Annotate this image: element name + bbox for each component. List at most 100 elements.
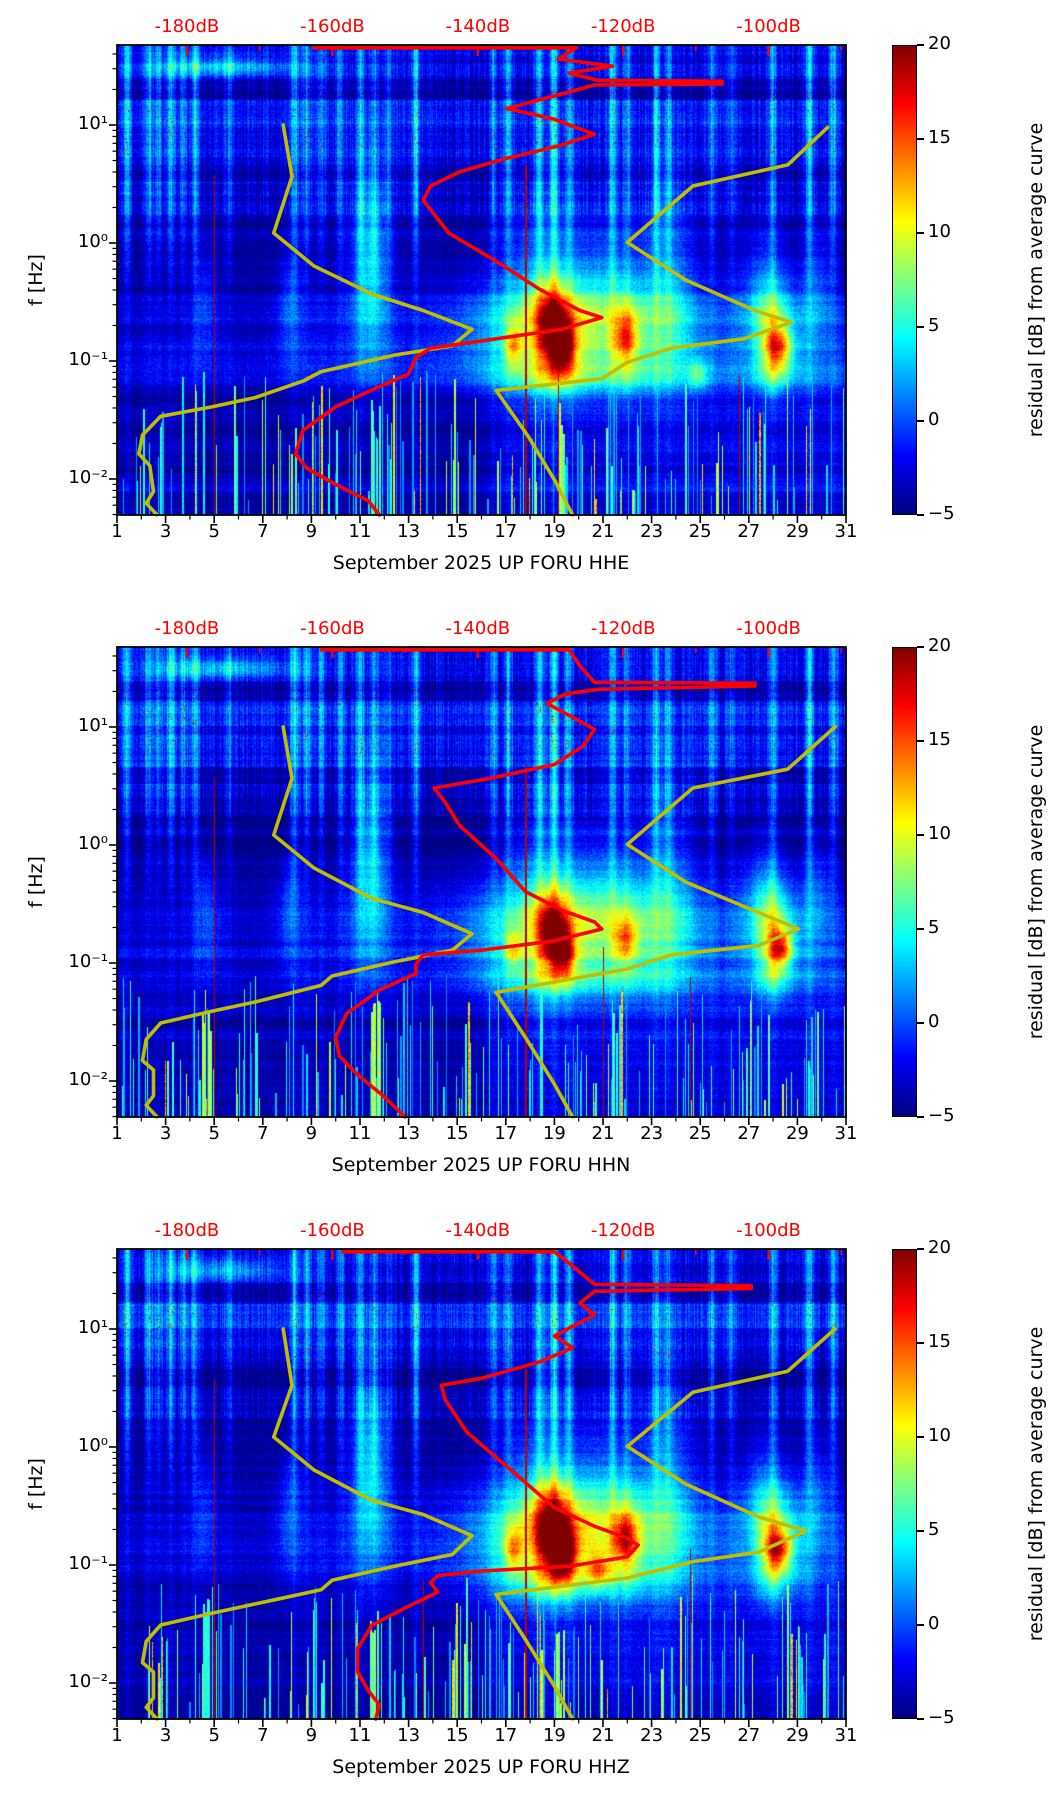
x-tick-label: 11 bbox=[348, 1123, 372, 1144]
x-tick-label: 7 bbox=[257, 1725, 269, 1746]
panel-hhz: f [Hz] September 2025 UP FORU HHZ residu… bbox=[0, 1204, 1052, 1806]
x-tick-label: 15 bbox=[445, 521, 469, 542]
x-tick-label: 5 bbox=[208, 1123, 220, 1144]
db-axis-label: -120dB bbox=[590, 16, 656, 37]
colorbar-tick-label: −5 bbox=[928, 1105, 955, 1126]
colorbar-tick bbox=[917, 1718, 924, 1720]
colorbar-tick-label: 15 bbox=[928, 127, 951, 148]
colorbar-tick-label: 10 bbox=[928, 221, 951, 242]
x-tick-label: 31 bbox=[834, 1123, 858, 1144]
colorbar-tick-label: 5 bbox=[928, 917, 940, 938]
db-axis-label: -140dB bbox=[445, 618, 511, 639]
colorbar-tick bbox=[917, 740, 924, 742]
colorbar-tick bbox=[917, 1530, 924, 1532]
colorbar-tick-label: 5 bbox=[928, 1519, 940, 1540]
y-tick-label: 10⁻¹ bbox=[68, 1553, 108, 1574]
y-tick-label: 10⁰ bbox=[77, 833, 108, 854]
db-axis-label: -160dB bbox=[300, 1220, 365, 1241]
colorbar-tick bbox=[917, 514, 924, 516]
db-axis-label: -120dB bbox=[590, 1220, 656, 1241]
x-tick-label: 17 bbox=[494, 1123, 518, 1144]
x-tick-label: 31 bbox=[834, 521, 858, 542]
x-tick-label: 15 bbox=[445, 1123, 469, 1144]
x-tick-label: 7 bbox=[257, 1123, 269, 1144]
colorbar-tick bbox=[917, 1436, 924, 1438]
x-tick-label: 9 bbox=[305, 1725, 318, 1746]
colorbar-tick bbox=[917, 138, 924, 140]
db-axis-label: -140dB bbox=[445, 1220, 511, 1241]
colorbar-tick bbox=[917, 420, 924, 422]
x-tick-label: 25 bbox=[688, 1725, 712, 1746]
y-tick-label: 10¹ bbox=[77, 113, 108, 134]
colorbar-tick-label: 15 bbox=[928, 1331, 951, 1352]
colorbar-tick-label: 0 bbox=[928, 409, 940, 430]
x-tick-label: 13 bbox=[397, 521, 421, 542]
x-tick-label: 5 bbox=[208, 521, 220, 542]
db-axis-label: -180dB bbox=[154, 1220, 220, 1241]
colorbar-label: residual [dB] from average curve bbox=[1025, 1326, 1047, 1642]
colorbar-tick bbox=[917, 1248, 924, 1250]
colorbar-tick-label: 0 bbox=[928, 1613, 940, 1634]
x-tick-label: 3 bbox=[159, 1123, 172, 1144]
x-tick-label: 27 bbox=[737, 1725, 761, 1746]
y-tick-label: 10⁰ bbox=[77, 1435, 108, 1456]
colorbar-tick-label: 20 bbox=[928, 1237, 951, 1258]
x-tick-label: 1 bbox=[111, 1123, 123, 1144]
colorbar-tick bbox=[917, 834, 924, 836]
x-tick-label: 21 bbox=[591, 1725, 615, 1746]
colorbar-label: residual [dB] from average curve bbox=[1025, 724, 1047, 1040]
x-tick-label: 9 bbox=[305, 521, 318, 542]
panel-title: September 2025 UP FORU HHZ bbox=[332, 1756, 630, 1778]
spectrogram-canvas-hhn bbox=[117, 647, 846, 1117]
colorbar-tick-label: −5 bbox=[928, 503, 955, 524]
colorbar-tick-label: 10 bbox=[928, 823, 951, 844]
x-tick-label: 13 bbox=[397, 1725, 421, 1746]
colorbar-tick bbox=[917, 928, 924, 930]
colorbar-tick bbox=[917, 44, 924, 46]
colorbar-tick bbox=[917, 326, 924, 328]
panel-title: September 2025 UP FORU HHE bbox=[332, 552, 630, 574]
colorbar-tick bbox=[917, 646, 924, 648]
colorbar-tick-label: −5 bbox=[928, 1707, 955, 1728]
y-tick-label: 10⁻² bbox=[68, 1671, 108, 1692]
y-tick-label: 10⁻² bbox=[68, 1069, 108, 1090]
x-tick-label: 23 bbox=[640, 1123, 664, 1144]
x-tick-label: 11 bbox=[348, 1725, 372, 1746]
x-tick-label: 3 bbox=[159, 521, 172, 542]
y-tick-label: 10⁰ bbox=[77, 231, 108, 252]
x-tick-label: 21 bbox=[591, 1123, 615, 1144]
x-tick-label: 5 bbox=[208, 1725, 220, 1746]
db-axis-label: -160dB bbox=[300, 16, 365, 37]
x-tick-label: 27 bbox=[737, 1123, 761, 1144]
x-tick-label: 25 bbox=[688, 1123, 712, 1144]
db-axis-label: -100dB bbox=[736, 16, 801, 37]
colorbar-tick bbox=[917, 1624, 924, 1626]
colorbar bbox=[892, 45, 917, 515]
x-tick-label: 3 bbox=[159, 1725, 172, 1746]
db-axis-label: -180dB bbox=[154, 16, 220, 37]
colorbar-tick bbox=[917, 1022, 924, 1024]
x-tick-label: 9 bbox=[305, 1123, 318, 1144]
colorbar bbox=[892, 647, 917, 1117]
db-axis-label: -160dB bbox=[300, 618, 365, 639]
x-tick-label: 17 bbox=[494, 521, 518, 542]
x-tick-label: 1 bbox=[111, 521, 123, 542]
x-tick-label: 7 bbox=[257, 521, 269, 542]
colorbar-tick-label: 20 bbox=[928, 33, 951, 54]
colorbar-tick-label: 15 bbox=[928, 729, 951, 750]
x-tick-label: 25 bbox=[688, 521, 712, 542]
panel-hhe: f [Hz] September 2025 UP FORU HHE residu… bbox=[0, 0, 1052, 602]
colorbar-label: residual [dB] from average curve bbox=[1025, 122, 1047, 438]
freq-axis-label: f [Hz] bbox=[25, 856, 47, 908]
freq-axis-label: f [Hz] bbox=[25, 1458, 47, 1510]
x-tick-label: 29 bbox=[785, 521, 809, 542]
y-tick-label: 10⁻¹ bbox=[68, 951, 108, 972]
y-tick-label: 10¹ bbox=[77, 715, 108, 736]
db-axis-label: -180dB bbox=[154, 618, 220, 639]
colorbar bbox=[892, 1249, 917, 1719]
db-axis-label: -100dB bbox=[736, 618, 801, 639]
colorbar-tick bbox=[917, 232, 924, 234]
spectrogram-canvas-hhz bbox=[117, 1249, 846, 1719]
x-tick-label: 29 bbox=[785, 1123, 809, 1144]
